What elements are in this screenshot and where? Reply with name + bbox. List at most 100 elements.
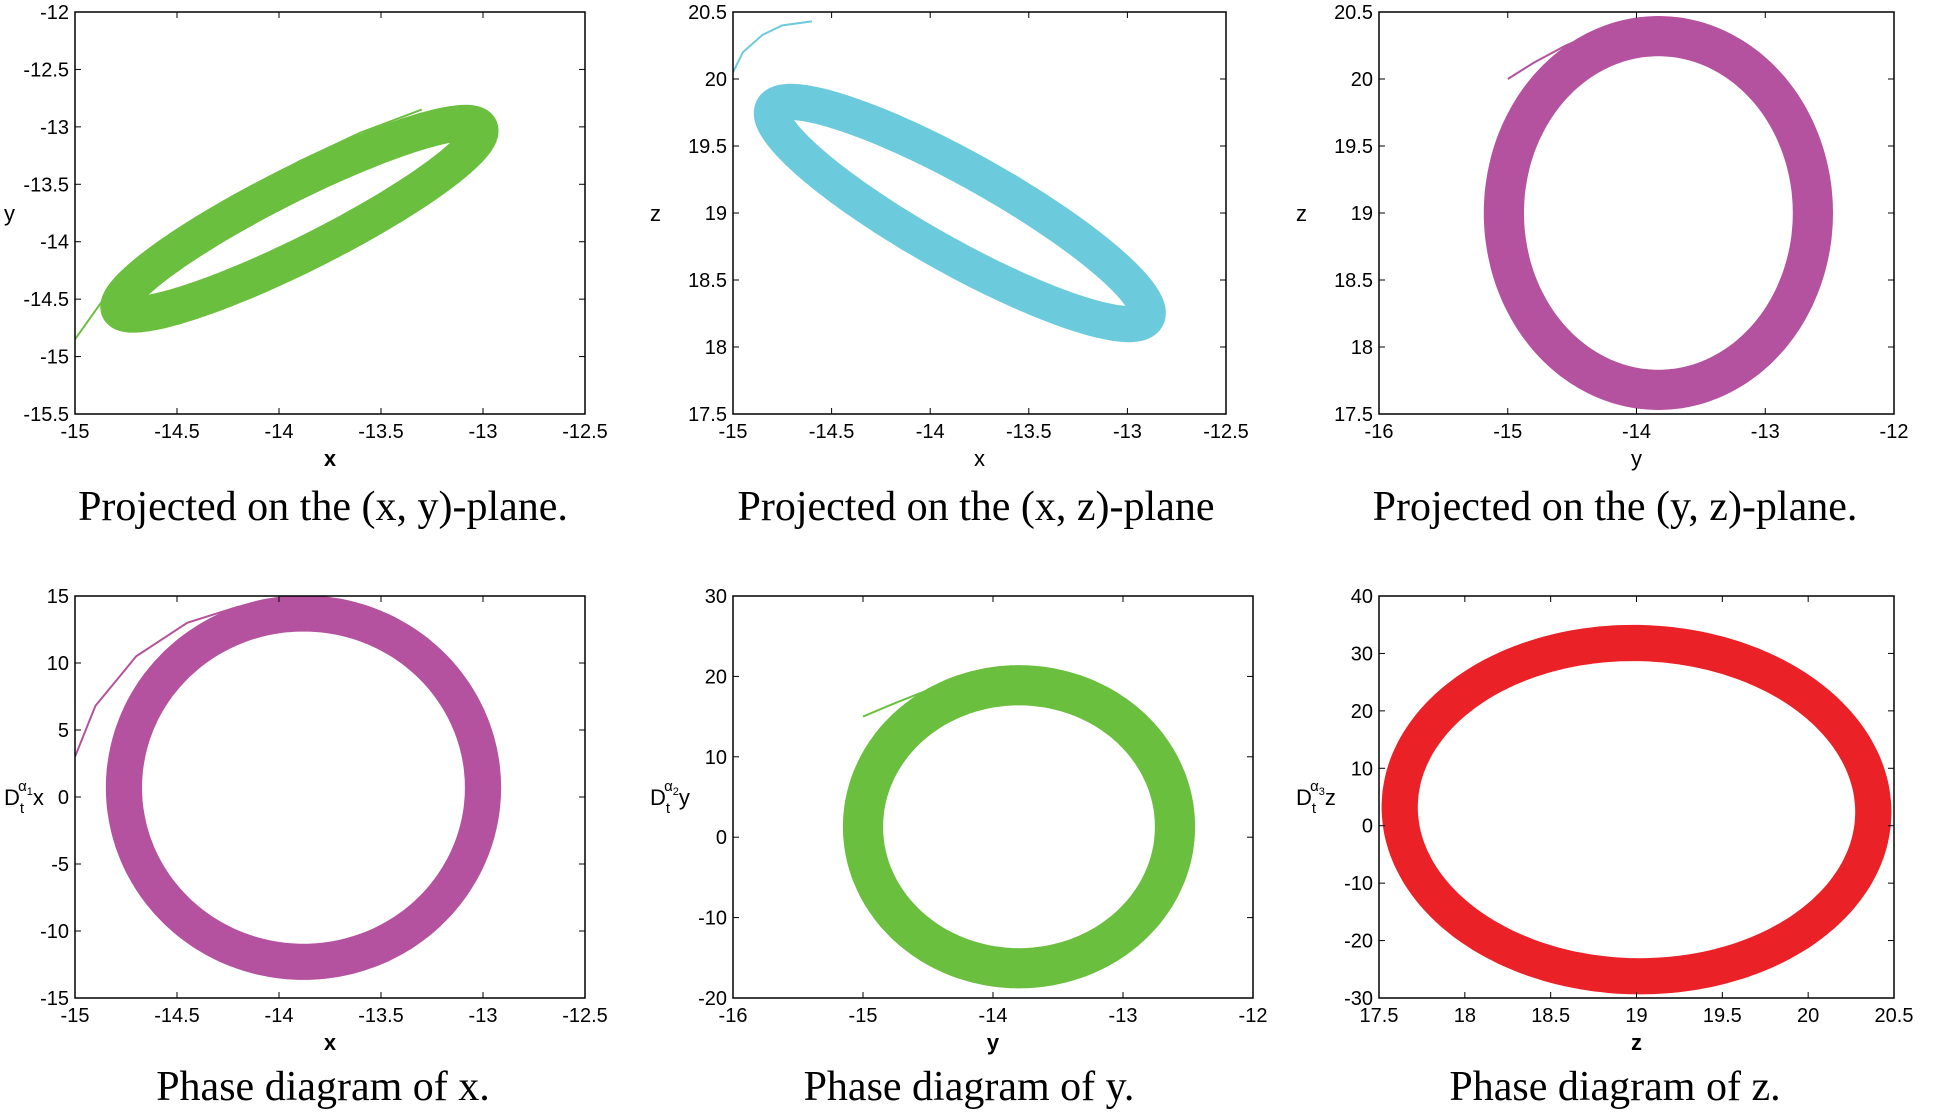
transient-curve (862, 673, 994, 718)
x-tick-label: -15 (61, 421, 90, 443)
x-tick-label: -12.5 (1203, 421, 1249, 443)
panel-xz: -15 -14.5 -14 -13.5 -13 -12.5 17.5 18 18.5 19 19.5… (646, 0, 1292, 471)
chart-svg: 17.5 18 18.5 19 19.5 20 20.5 -30 -20 -10 0 10 20 30 40… (1296, 586, 1913, 1055)
chart-svg: -16 -15 -14 -13 -12 17.5 18 18.5 19 19.5 20 20.5 y z (1296, 2, 1908, 471)
x-tick-label: -15 (719, 421, 748, 443)
y-tick-label: -13.5 (23, 174, 69, 196)
x-tick-label: -15 (849, 1005, 878, 1027)
chart-svg: -16 -15 -14 -13 -12 -20 -10 0 10 20 30 y Dtα2y (650, 586, 1268, 1055)
x-tick-label: -13 (469, 1005, 498, 1027)
axes-frame (732, 11, 1227, 415)
x-tick-label: 18.5 (1531, 1005, 1570, 1027)
x-axis-label: x (324, 446, 337, 471)
y-tick-label: -5 (51, 854, 69, 876)
y-tick-label: 20 (705, 69, 727, 91)
transient-curve (75, 599, 290, 758)
x-tick-label: 19 (1625, 1005, 1647, 1027)
x-tick-label: -15 (61, 1005, 90, 1027)
caption-phase-x: Phase diagram of x. (156, 1064, 490, 1110)
y-tick-label: 15 (47, 586, 69, 608)
x-tick-label: 17.5 (1360, 1005, 1399, 1027)
y-tick-label: 20.5 (688, 2, 727, 24)
transient-curve (733, 20, 813, 73)
caption-phase-y: Phase diagram of y. (803, 1064, 1135, 1110)
y-tick-label: 5 (58, 720, 69, 742)
y-tick-label: 10 (47, 653, 69, 675)
axes-frame (74, 595, 586, 999)
y-tick-label: -20 (1344, 931, 1373, 953)
attractor-band (100, 104, 499, 333)
y-axis-label: y (4, 201, 15, 226)
x-tick-label: -14 (1622, 421, 1651, 443)
x-tick-label: -14.5 (154, 421, 200, 443)
attractor-band (753, 83, 1166, 343)
y-axis-label: z (1296, 201, 1307, 226)
x-tick-label: -13 (1109, 1005, 1138, 1027)
y-tick-label: -12 (40, 2, 69, 24)
y-tick-label: -13 (40, 117, 69, 139)
y-tick-label: 0 (58, 787, 69, 809)
x-tick-label: -13.5 (1006, 421, 1052, 443)
y-tick-label: 17.5 (1334, 404, 1373, 426)
chart-svg: -15 -14.5 -14 -13.5 -13 -12.5 -15 -10 -5 0 5 10 15 x D… (4, 586, 608, 1055)
panel-phase-z: 17.5 18 18.5 19 19.5 20 20.5 -30 -20 -10 0 10 20 30 40… (1292, 580, 1938, 1117)
x-tick-label: 18 (1454, 1005, 1476, 1027)
y-tick-label: 18 (705, 337, 727, 359)
y-tick-label: 19.5 (688, 136, 727, 158)
y-tick-label: -15.5 (23, 404, 69, 426)
panel-xy: -15 -14.5 -14 -13.5 -13 -12.5 -15.5 -15 -14.5 -14… (0, 0, 646, 471)
y-axis-label: Dtα1x (4, 778, 44, 817)
x-tick-label: 20 (1797, 1005, 1819, 1027)
y-tick-label: -10 (1344, 873, 1373, 895)
y-tick-label: 19 (705, 203, 727, 225)
x-tick-label: -14 (979, 1005, 1008, 1027)
y-axis-label: Dtα2y (650, 778, 690, 817)
x-tick-label: -15 (1493, 421, 1522, 443)
y-tick-label: -10 (40, 921, 69, 943)
x-tick-label: -13.5 (358, 421, 404, 443)
x-tick-label: -12 (1239, 1005, 1268, 1027)
x-axis-label: y (987, 1030, 1000, 1055)
chart-svg: -15 -14.5 -14 -13.5 -13 -12.5-15.5-15-14.5-14… (4, 2, 608, 471)
y-tick-label: 20.5 (1334, 2, 1373, 24)
x-axis-label: y (1631, 446, 1642, 471)
y-tick-label: 18.5 (688, 270, 727, 292)
attractor-band (105, 596, 502, 980)
y-tick-label: 19.5 (1334, 136, 1373, 158)
x-tick-label: -13.5 (358, 1005, 404, 1027)
caption-xz: Projected on the (x, z)-plane (737, 484, 1215, 530)
x-tick-label: -12.5 (562, 1005, 608, 1027)
y-tick-label: -14 (40, 232, 69, 254)
x-tick-label: -14 (265, 421, 294, 443)
x-tick-label: -16 (719, 1005, 748, 1027)
y-axis-label: Dtα3z (1296, 778, 1336, 817)
y-tick-label: 30 (705, 586, 727, 608)
x-tick-label: -14 (265, 1005, 294, 1027)
y-tick-label: 20 (705, 666, 727, 688)
panel-phase-y: -16 -15 -14 -13 -12 -20 -10 0 10 20 30 y Dtα2y (646, 580, 1292, 1117)
x-tick-label: 19.5 (1703, 1005, 1742, 1027)
transient-curve (75, 108, 423, 340)
y-tick-label: -30 (1344, 988, 1373, 1010)
y-tick-label: 0 (1362, 816, 1373, 838)
y-tick-label: 30 (1351, 643, 1373, 665)
x-tick-label: -13 (1113, 421, 1142, 443)
x-tick-label: -14.5 (809, 421, 855, 443)
y-axis-label: z (650, 201, 661, 226)
chart-svg: -15 -14.5 -14 -13.5 -13 -12.5 17.5 18 18.5 19 19.5… (650, 2, 1249, 471)
x-tick-label: -14.5 (154, 1005, 200, 1027)
y-tick-label: -12.5 (23, 59, 69, 81)
y-tick-label: 20 (1351, 69, 1373, 91)
caption-phase-z: Phase diagram of z. (1449, 1064, 1781, 1110)
y-tick-label: -10 (698, 908, 727, 930)
transient-curve (1507, 21, 1631, 80)
y-tick-label: 40 (1351, 586, 1373, 608)
x-axis-label: x (974, 446, 985, 471)
attractor-band (1483, 16, 1833, 410)
axes-frame (74, 11, 586, 415)
x-axis-label: x (324, 1030, 337, 1055)
x-tick-label: -16 (1365, 421, 1394, 443)
y-tick-label: 10 (705, 747, 727, 769)
y-tick-label: 10 (1351, 758, 1373, 780)
